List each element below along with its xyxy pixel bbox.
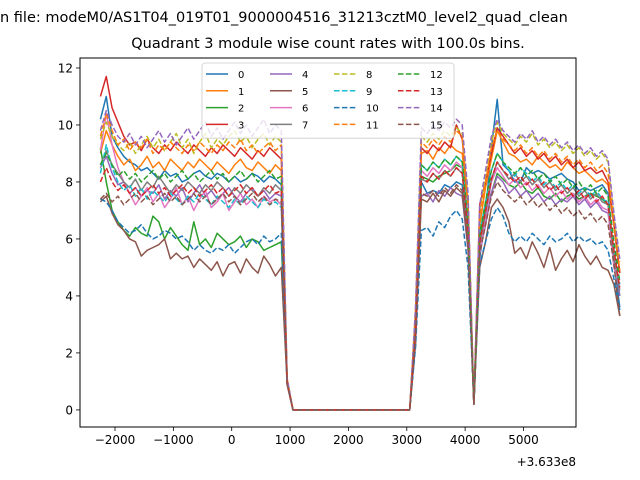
legend-label-11: 11	[366, 120, 379, 131]
x-axis: −2000 −1000 0 1000 2000 3000 4000 5000	[95, 427, 539, 447]
y-tick-label: 0	[65, 403, 73, 417]
legend-label-7: 7	[302, 120, 308, 131]
legend-label-1: 1	[238, 87, 244, 98]
y-tick-label: 2	[65, 346, 73, 360]
x-tick-label: 3000	[392, 433, 423, 447]
y-axis: 0 2 4 6 8 10 12	[58, 61, 80, 417]
legend-label-0: 0	[238, 70, 244, 81]
legend-label-2: 2	[238, 104, 244, 115]
series-line-12	[99, 152, 621, 411]
legend-label-14: 14	[430, 104, 443, 115]
x-axis-offset-label: +3.633e8	[517, 455, 576, 469]
legend-label-5: 5	[302, 87, 308, 98]
legend-label-8: 8	[366, 70, 372, 81]
x-tick-label: 5000	[508, 433, 539, 447]
legend-label-10: 10	[366, 104, 379, 115]
legend-label-12: 12	[430, 70, 443, 81]
legend-label-3: 3	[238, 120, 244, 131]
y-tick-label: 8	[65, 175, 73, 189]
x-tick-label: 4000	[450, 433, 481, 447]
figure-suptitle: n file: modeM0/AS1T04_019T01_9000004516_…	[0, 10, 568, 26]
y-tick-label: 4	[65, 289, 73, 303]
y-tick-label: 12	[58, 61, 73, 75]
y-tick-label: 6	[65, 232, 73, 246]
axes-frame	[79, 57, 577, 428]
series-layer	[99, 75, 621, 411]
legend-label-4: 4	[302, 70, 308, 81]
legend-label-13: 13	[430, 87, 443, 98]
x-tick-label: 2000	[333, 433, 364, 447]
legend-box	[201, 62, 455, 139]
x-tick-label: 1000	[275, 433, 306, 447]
series-line-15	[99, 181, 621, 411]
chart-title: Quadrant 3 module wise count rates with …	[131, 36, 525, 52]
x-tick-label: −2000	[95, 433, 136, 447]
legend-label-9: 9	[366, 87, 372, 98]
y-tick-label: 10	[58, 118, 73, 132]
x-tick-label: −1000	[153, 433, 194, 447]
legend-label-6: 6	[302, 104, 308, 115]
legend-label-15: 15	[430, 120, 443, 131]
x-tick-label: 0	[228, 433, 236, 447]
